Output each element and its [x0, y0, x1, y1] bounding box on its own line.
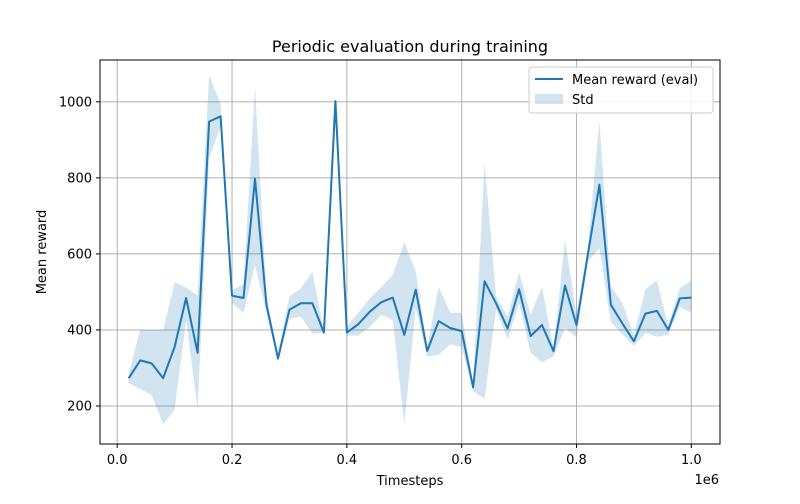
legend-box — [528, 66, 714, 114]
legend-band-swatch — [535, 94, 563, 104]
x-tick-label: 0.2 — [222, 453, 243, 468]
y-axis-ticks: 200 400 600 800 1000 — [59, 95, 100, 414]
std-band — [128, 75, 692, 425]
y-tick-label: 800 — [67, 171, 92, 186]
y-tick-label: 600 — [67, 247, 92, 262]
mean-line-layer — [127, 100, 692, 389]
mean-reward-line — [127, 100, 692, 389]
legend-label-std: Std — [572, 93, 594, 108]
x-tick-label: 0.8 — [566, 453, 587, 468]
y-tick-label: 1000 — [59, 95, 92, 110]
plot-frame — [99, 59, 721, 445]
x-tick-label: 0.6 — [451, 453, 472, 468]
legend-label-mean: Mean reward (eval) — [572, 73, 698, 88]
x-tick-label: 1.0 — [681, 453, 702, 468]
y-axis-label: Mean reward — [35, 210, 50, 295]
x-axis-label: Timesteps — [376, 474, 444, 489]
y-tick-label: 200 — [67, 399, 92, 414]
x-tick-label: 0.4 — [337, 453, 358, 468]
x-axis-offset-label: 1e6 — [694, 473, 719, 488]
chart-title: Periodic evaluation during training — [272, 37, 548, 56]
x-axis-ticks: 0.0 0.2 0.4 0.6 0.8 1.0 — [107, 444, 702, 468]
legend: Mean reward (eval) Std — [528, 66, 714, 114]
std-band-layer — [128, 75, 692, 425]
y-tick-label: 400 — [67, 323, 92, 338]
x-tick-label: 0.0 — [107, 453, 128, 468]
